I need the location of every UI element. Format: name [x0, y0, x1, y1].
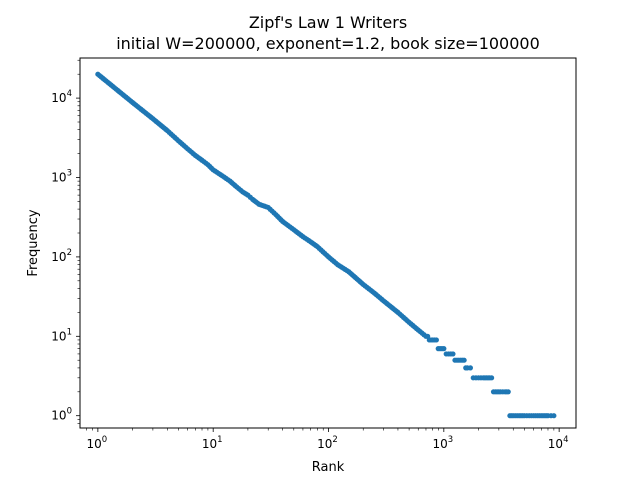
y-tick-label: 100 [51, 407, 72, 423]
x-tick-label: 103 [432, 435, 453, 451]
x-tick-label-base: 10 [548, 437, 563, 451]
y-tick-label-base: 10 [51, 329, 66, 343]
x-axis-label: Rank [312, 460, 345, 475]
y-tick-label-exponent: 1 [67, 327, 72, 337]
y-tick-label: 104 [51, 89, 72, 105]
data-point [467, 365, 473, 371]
x-tick-label: 100 [87, 435, 108, 451]
chart-subtitle: initial W=200000, exponent=1.2, book siz… [116, 34, 540, 53]
x-axis: 100 101 102 103 104 [86, 428, 569, 451]
y-axis-label: Frequency [26, 209, 41, 276]
y-tick-label-base: 10 [51, 91, 66, 105]
x-tick-label-exponent: 1 [217, 435, 222, 445]
x-tick-label: 104 [548, 435, 569, 451]
x-tick-label-exponent: 4 [563, 435, 568, 445]
x-tick-label-base: 10 [202, 437, 217, 451]
y-tick-label: 101 [51, 327, 72, 343]
axes-frame [79, 57, 577, 429]
y-tick-label-exponent: 0 [67, 407, 72, 417]
data-point [551, 413, 557, 419]
y-tick-label-exponent: 3 [67, 169, 72, 179]
y-tick-label-base: 10 [51, 250, 66, 264]
x-tick-label-exponent: 2 [332, 435, 337, 445]
data-point [505, 389, 511, 395]
x-tick-label: 101 [202, 435, 223, 451]
x-tick-label-base: 10 [317, 437, 332, 451]
data-point [489, 375, 495, 381]
data-points [95, 71, 557, 419]
data-point [450, 351, 456, 357]
x-tick-label-base: 10 [87, 437, 102, 451]
data-point [461, 357, 467, 363]
plot-area [79, 57, 577, 429]
y-tick-label-exponent: 2 [67, 248, 72, 258]
y-tick-label-exponent: 4 [67, 89, 72, 99]
x-tick-label-base: 10 [432, 437, 447, 451]
data-point [433, 337, 439, 343]
data-point [441, 346, 447, 352]
y-tick-label: 103 [51, 169, 72, 185]
chart-title: Zipf's Law 1 Writers [249, 13, 407, 32]
x-tick-label: 102 [317, 435, 338, 451]
y-tick-label-base: 10 [51, 171, 66, 185]
y-tick-label-base: 10 [51, 409, 66, 423]
x-tick-label-exponent: 0 [102, 435, 107, 445]
x-tick-label-exponent: 3 [448, 435, 453, 445]
y-tick-label: 102 [51, 248, 72, 264]
